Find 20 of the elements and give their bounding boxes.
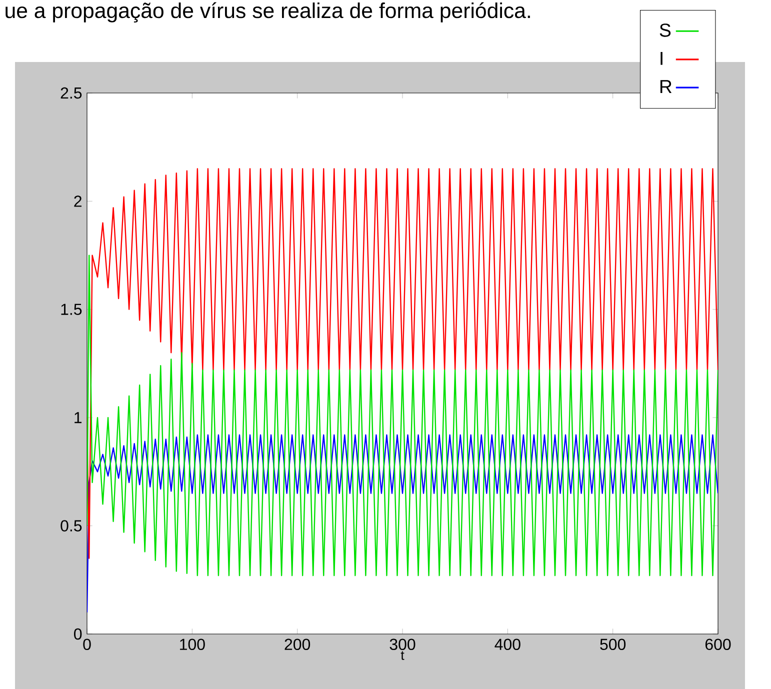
line-series [87,254,718,576]
legend-label: I [660,52,662,65]
x-axis-title: t [400,651,404,660]
legend-label: R [660,80,672,93]
y-tick-label: 1 [74,412,82,424]
x-tick-label: 200 [284,638,310,650]
x-tick-label: 600 [705,638,731,650]
y-tick-label: 2 [74,196,82,207]
x-tick-label: 0 [83,638,91,650]
text: ue a propagação de vírus se realiza de forma periódica. [6,2,530,22]
legend-label: S [660,24,671,37]
x-tick-label: 300 [390,638,416,650]
y-tick-label: 0.5 [60,520,82,532]
x-tick-label: 500 [600,638,626,650]
y-tick-label: 1.5 [61,304,82,315]
line-series [87,168,718,559]
y-tick-label: 0 [74,628,82,640]
x-tick-label: 100 [180,638,205,650]
x-tick-label: 400 [494,638,520,650]
y-tick-label: 2.5 [60,87,82,99]
